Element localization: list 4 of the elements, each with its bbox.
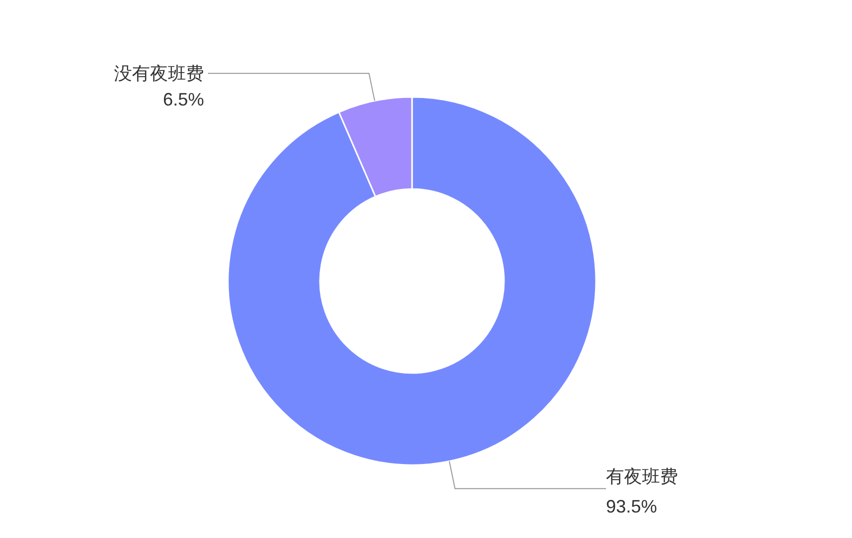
slice-label: 没有夜班费 bbox=[114, 63, 204, 84]
data-label: 6.5% bbox=[162, 89, 204, 110]
data-label: 93.5% bbox=[606, 496, 658, 517]
slice-label: 有夜班费 bbox=[606, 466, 678, 487]
